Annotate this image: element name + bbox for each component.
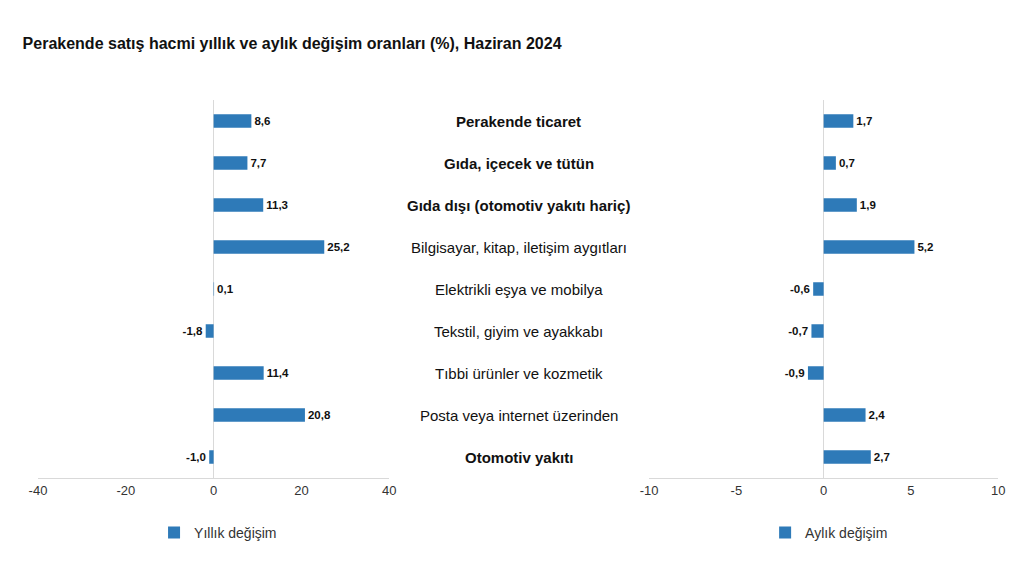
svg-text:-0,9: -0,9 xyxy=(785,367,805,379)
svg-text:7,7: 7,7 xyxy=(250,157,266,169)
svg-text:-20: -20 xyxy=(116,483,135,498)
svg-text:Aylık değişim: Aylık değişim xyxy=(805,525,887,541)
svg-text:5,2: 5,2 xyxy=(917,241,933,253)
svg-text:0: 0 xyxy=(820,483,827,498)
svg-text:0,1: 0,1 xyxy=(217,283,234,295)
svg-text:5: 5 xyxy=(907,483,914,498)
svg-text:Posta veya internet üzerinden: Posta veya internet üzerinden xyxy=(420,407,618,424)
svg-text:Tekstil, giyim ve ayakkabı: Tekstil, giyim ve ayakkabı xyxy=(434,323,603,340)
svg-text:Perakende ticaret: Perakende ticaret xyxy=(456,113,581,130)
svg-text:10: 10 xyxy=(991,483,1005,498)
svg-text:1,7: 1,7 xyxy=(856,115,872,127)
svg-text:-40: -40 xyxy=(29,483,48,498)
svg-text:Tıbbi ürünler ve kozmetik: Tıbbi ürünler ve kozmetik xyxy=(435,365,603,382)
svg-text:2,7: 2,7 xyxy=(874,451,890,463)
svg-text:Gıda, içecek ve tütün: Gıda, içecek ve tütün xyxy=(444,155,594,172)
svg-text:8,6: 8,6 xyxy=(254,115,270,127)
svg-text:25,2: 25,2 xyxy=(327,241,349,253)
svg-text:-1,0: -1,0 xyxy=(186,451,206,463)
svg-text:-0,7: -0,7 xyxy=(788,325,808,337)
svg-text:1,9: 1,9 xyxy=(860,199,876,211)
svg-text:-0,6: -0,6 xyxy=(790,283,810,295)
svg-text:-1,8: -1,8 xyxy=(183,325,203,337)
svg-text:0: 0 xyxy=(210,483,217,498)
svg-text:40: 40 xyxy=(382,483,396,498)
svg-text:20,8: 20,8 xyxy=(308,409,331,421)
svg-text:11,4: 11,4 xyxy=(267,367,289,379)
svg-text:-10: -10 xyxy=(640,483,659,498)
svg-text:11,3: 11,3 xyxy=(266,199,288,211)
svg-text:-5: -5 xyxy=(731,483,743,498)
svg-text:Bilgisayar, kitap, iletişim ay: Bilgisayar, kitap, iletişim aygıtları xyxy=(411,239,627,256)
svg-text:0,7: 0,7 xyxy=(839,157,855,169)
svg-text:Gıda dışı (otomotiv yakıtı har: Gıda dışı (otomotiv yakıtı hariç) xyxy=(407,197,630,214)
svg-text:Otomotiv yakıtı: Otomotiv yakıtı xyxy=(465,449,573,466)
svg-text:20: 20 xyxy=(294,483,308,498)
svg-text:Yıllık değişim: Yıllık değişim xyxy=(194,525,276,541)
svg-text:Elektrikli eşya ve mobilya: Elektrikli eşya ve mobilya xyxy=(435,281,603,298)
svg-text:2,4: 2,4 xyxy=(869,409,886,421)
svg-text:Perakende satış hacmi yıllık v: Perakende satış hacmi yıllık ve aylık de… xyxy=(23,35,562,52)
